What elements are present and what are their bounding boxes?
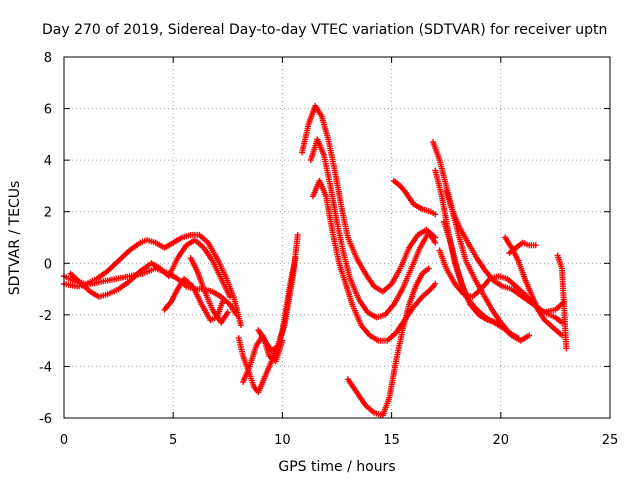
marker-path	[67, 237, 233, 300]
x-tick-label: 10	[274, 433, 291, 448]
series-track-p	[443, 188, 565, 326]
x-tick-labels: 0 5 10 15 20 25	[60, 433, 618, 448]
series-track-d	[161, 275, 227, 323]
series-track-h	[240, 332, 286, 385]
marker-path	[436, 247, 568, 316]
y-tick-label: 6	[44, 103, 52, 118]
series-track-s	[502, 234, 565, 339]
y-tick-label: -4	[39, 360, 52, 375]
marker-path	[441, 219, 500, 326]
marker-path	[310, 177, 439, 344]
series-track-l	[344, 265, 432, 419]
marker-path	[390, 177, 439, 218]
series-track-k	[310, 177, 439, 344]
data-series	[61, 103, 570, 419]
marker-path	[161, 275, 227, 323]
x-axis-label: GPS time / hours	[278, 459, 395, 475]
marker-path	[443, 188, 565, 326]
plot-frame	[63, 56, 611, 419]
series-track-i	[299, 103, 439, 295]
marker-path	[502, 234, 565, 339]
series-track-j	[307, 136, 439, 321]
y-tick-labels: -6 -4 -2 0 2 4 6 8	[39, 51, 52, 427]
series-track-u	[554, 252, 570, 352]
axis-ticks	[63, 56, 611, 419]
x-tick-label: 15	[383, 433, 400, 448]
marker-path	[554, 252, 570, 352]
y-axis-label: SDTVAR / TECUs	[7, 181, 23, 296]
marker-path	[344, 265, 432, 419]
chart-title: Day 270 of 2019, Sidereal Day-to-day VTE…	[42, 22, 607, 38]
marker-path	[307, 136, 439, 321]
y-tick-label: 4	[44, 154, 52, 169]
x-tick-label: 0	[60, 433, 68, 448]
series-track-r	[441, 219, 500, 326]
y-tick-label: -6	[39, 412, 52, 427]
x-tick-label: 25	[602, 433, 619, 448]
series-track-e	[187, 255, 231, 326]
y-tick-label: -2	[39, 309, 52, 324]
y-tick-label: 0	[44, 257, 52, 272]
x-tick-label: 5	[169, 433, 177, 448]
marker-path	[187, 255, 231, 326]
y-tick-label: 2	[44, 206, 52, 221]
series-track-q	[436, 247, 568, 316]
series-track-m	[390, 177, 439, 218]
x-tick-label: 20	[493, 433, 510, 448]
series-track-t	[506, 239, 539, 256]
series-track-c	[67, 237, 233, 300]
marker-path	[299, 103, 439, 295]
grid	[64, 57, 610, 418]
marker-path	[506, 239, 539, 256]
y-tick-label: 8	[44, 51, 52, 66]
marker-path	[240, 332, 286, 385]
